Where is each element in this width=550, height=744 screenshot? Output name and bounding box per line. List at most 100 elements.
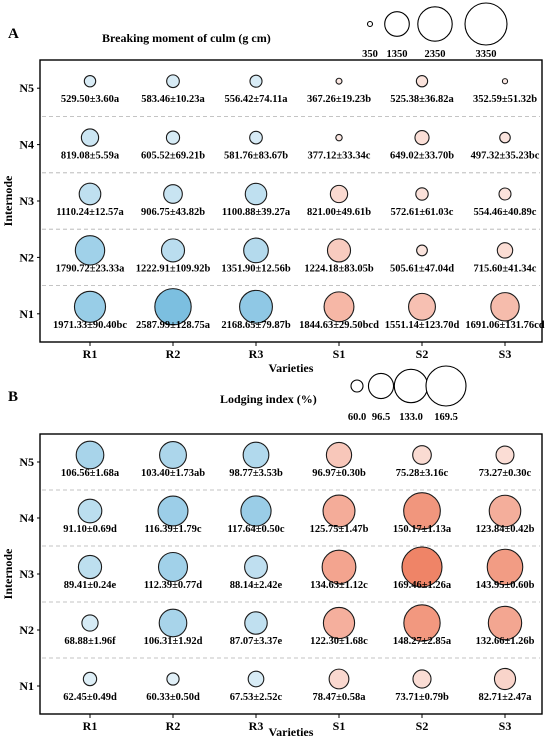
- bubble: [486, 548, 524, 586]
- value-label: 87.07±3.37e: [230, 636, 283, 647]
- bubble: [323, 291, 355, 323]
- legend-bubble: [464, 2, 508, 46]
- bubble: [244, 555, 268, 579]
- bubble: [77, 498, 103, 524]
- y-tick-label: N2: [19, 623, 34, 637]
- value-label: 117.64±0.50c: [227, 524, 284, 535]
- value-label: 150.17±1.13a: [393, 524, 452, 535]
- value-label: 73.27±0.30c: [479, 468, 532, 479]
- y-tick-label: N1: [19, 307, 34, 321]
- x-tick-label: S1: [333, 719, 346, 733]
- x-tick-label: R3: [249, 347, 264, 361]
- legend-label: 169.5: [434, 412, 458, 423]
- value-label: 1790.72±23.33a: [56, 263, 126, 274]
- bubble: [403, 492, 441, 530]
- value-label: 143.95±0.60b: [476, 580, 535, 591]
- bubble: [487, 605, 523, 641]
- value-label: 581.76±83.67b: [224, 151, 288, 162]
- bubble: [501, 78, 509, 85]
- bubble: [414, 130, 430, 146]
- x-tick-label: S3: [499, 347, 512, 361]
- legend-bubble: [417, 6, 453, 42]
- bubble: [335, 133, 343, 142]
- legend-label: 60.0: [348, 412, 366, 423]
- value-label: 134.63±1.12c: [310, 580, 368, 591]
- value-label: 106.56±1.68a: [61, 468, 120, 479]
- bubble: [496, 242, 514, 259]
- panel-label: A: [8, 26, 19, 42]
- value-label: 529.50±3.60a: [61, 94, 120, 105]
- bubble: [154, 288, 192, 326]
- y-axis-label: Internode: [1, 548, 15, 599]
- bubble: [247, 670, 265, 688]
- bubble: [498, 187, 512, 201]
- bubble: [415, 75, 429, 88]
- y-tick-label: N3: [19, 194, 34, 208]
- legend-title: Breaking moment of culm (g cm): [102, 31, 271, 45]
- bubble: [249, 74, 263, 88]
- bubble: [77, 554, 103, 580]
- value-label: 112.39±0.77d: [144, 580, 202, 591]
- y-tick-label: N2: [19, 250, 34, 264]
- x-tick-label: R1: [83, 719, 98, 733]
- x-tick-label: R2: [166, 719, 181, 733]
- value-label: 122.30±1.68c: [310, 636, 368, 647]
- legend-label: 3350: [476, 49, 497, 60]
- legend-bubble: [393, 368, 429, 404]
- bubble: [322, 606, 356, 640]
- value-label: 377.12±33.34c: [308, 151, 371, 162]
- bubble: [73, 290, 107, 323]
- value-label: 572.61±61.03c: [391, 207, 454, 218]
- value-label: 821.00±49.61b: [307, 207, 371, 218]
- value-label: 116.39±1.79c: [144, 524, 201, 535]
- y-tick-label: N5: [19, 81, 34, 95]
- bubble: [242, 441, 270, 469]
- bubble: [81, 614, 99, 632]
- bubble: [163, 184, 183, 204]
- y-tick-label: N1: [19, 679, 34, 693]
- x-tick-label: R2: [166, 347, 181, 361]
- value-label: 1224.18±83.05b: [304, 263, 374, 274]
- value-label: 1691.06±131.76cd: [465, 320, 544, 331]
- bubble: [157, 551, 189, 583]
- value-label: 132.66±1.26b: [476, 636, 535, 647]
- bubble: [74, 235, 106, 266]
- value-label: 88.14±2.42e: [230, 580, 283, 591]
- value-label: 82.71±2.47a: [478, 692, 532, 703]
- value-label: 2168.65±79.87b: [221, 320, 291, 331]
- value-label: 1551.14±123.70d: [385, 320, 460, 331]
- bubble: [403, 604, 441, 642]
- bubble: [321, 549, 357, 585]
- value-label: 78.47±0.58a: [312, 692, 366, 703]
- y-tick-label: N3: [19, 567, 34, 581]
- bubble: [416, 244, 428, 257]
- legend-label: 96.5: [372, 412, 390, 423]
- value-label: 125.75±1.47b: [310, 524, 369, 535]
- value-label: 352.59±51.32b: [473, 94, 537, 105]
- value-label: 525.38±36.82a: [390, 94, 454, 105]
- bubble: [239, 289, 273, 324]
- bubble: [166, 74, 180, 89]
- bubble: [326, 238, 352, 263]
- x-axis-label: Varieties: [269, 725, 314, 739]
- x-tick-label: S2: [416, 347, 429, 361]
- value-label: 554.46±40.89c: [474, 207, 537, 218]
- legend-bubble: [350, 379, 364, 393]
- bubble: [160, 238, 186, 263]
- panel-label: B: [8, 389, 18, 405]
- bubble: [412, 669, 432, 689]
- value-label: 73.71±0.79b: [395, 692, 449, 703]
- bubble: [329, 184, 349, 204]
- bubble: [240, 495, 272, 527]
- y-axis-label: Internode: [1, 175, 15, 226]
- legend-bubble: [425, 365, 467, 407]
- bubble: [244, 611, 268, 635]
- bubble: [75, 440, 105, 470]
- value-label: 367.26±19.23b: [307, 94, 371, 105]
- legend-bubble: [384, 11, 410, 37]
- y-tick-label: N4: [19, 138, 34, 152]
- bubble: [82, 671, 98, 687]
- value-label: 1971.33±90.40bc: [53, 320, 127, 331]
- value-label: 96.97±0.30b: [312, 468, 366, 479]
